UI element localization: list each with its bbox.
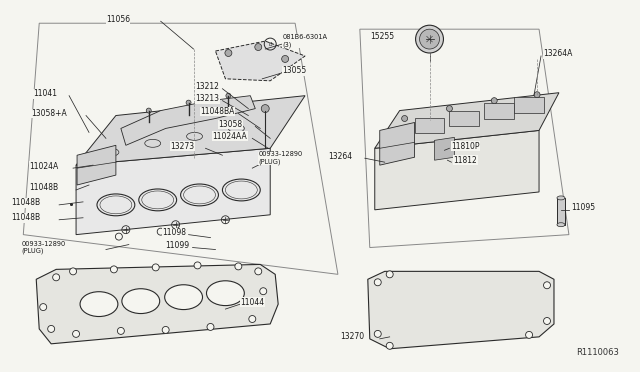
Text: 11041: 11041 — [33, 89, 57, 98]
Ellipse shape — [557, 223, 565, 227]
Text: 11044: 11044 — [241, 298, 264, 307]
Polygon shape — [76, 148, 270, 235]
Ellipse shape — [122, 289, 160, 314]
Circle shape — [534, 92, 540, 98]
Polygon shape — [415, 118, 444, 134]
Ellipse shape — [207, 281, 244, 306]
Polygon shape — [121, 96, 255, 145]
Text: 15255: 15255 — [370, 32, 394, 41]
Text: 11048B: 11048B — [29, 183, 58, 192]
Circle shape — [207, 324, 214, 330]
Circle shape — [235, 263, 242, 270]
Text: 11812: 11812 — [453, 156, 477, 165]
Text: 11048B: 11048B — [12, 213, 40, 222]
Polygon shape — [76, 96, 305, 165]
Circle shape — [186, 100, 191, 105]
Text: 13055: 13055 — [282, 66, 307, 76]
Polygon shape — [368, 271, 554, 349]
Circle shape — [447, 106, 452, 112]
Text: 13264A: 13264A — [543, 49, 572, 58]
Text: 11056: 11056 — [106, 15, 130, 24]
Text: 11024AA: 11024AA — [212, 132, 247, 141]
Circle shape — [226, 93, 231, 98]
Circle shape — [194, 262, 201, 269]
Text: 11048BA: 11048BA — [200, 107, 235, 116]
Text: 00933-12890
(PLUG): 00933-12890 (PLUG) — [21, 241, 65, 254]
Circle shape — [543, 318, 550, 324]
Polygon shape — [435, 137, 454, 160]
Text: 13212: 13212 — [196, 82, 220, 91]
Circle shape — [255, 268, 262, 275]
Text: 11810P: 11810P — [451, 142, 480, 151]
Text: B: B — [268, 42, 272, 46]
Polygon shape — [557, 198, 565, 225]
Circle shape — [261, 105, 269, 113]
Circle shape — [117, 327, 124, 334]
Ellipse shape — [557, 196, 565, 200]
Polygon shape — [380, 122, 415, 165]
Text: 081B6-6301A
(3): 081B6-6301A (3) — [282, 34, 327, 48]
Polygon shape — [484, 103, 514, 119]
Circle shape — [282, 55, 289, 62]
Polygon shape — [375, 131, 539, 210]
Text: 11099: 11099 — [166, 241, 190, 250]
Circle shape — [386, 271, 393, 278]
Circle shape — [415, 25, 444, 53]
Ellipse shape — [164, 285, 202, 310]
Circle shape — [48, 326, 54, 333]
Text: 13273: 13273 — [171, 142, 195, 151]
Text: 11098: 11098 — [163, 228, 187, 237]
Text: R1110063: R1110063 — [576, 348, 619, 357]
Circle shape — [147, 108, 151, 113]
Circle shape — [492, 98, 497, 104]
Circle shape — [402, 116, 408, 122]
Text: 13058: 13058 — [218, 120, 243, 129]
Circle shape — [374, 279, 381, 286]
Ellipse shape — [80, 292, 118, 317]
Polygon shape — [36, 264, 278, 344]
Circle shape — [225, 49, 232, 57]
Circle shape — [374, 330, 381, 337]
Text: 11024A: 11024A — [29, 162, 58, 171]
Circle shape — [111, 266, 117, 273]
Circle shape — [152, 264, 159, 271]
Circle shape — [40, 304, 47, 311]
Text: 11095: 11095 — [571, 203, 595, 212]
Circle shape — [70, 268, 77, 275]
Circle shape — [255, 44, 262, 51]
Polygon shape — [77, 145, 116, 185]
Text: 00933-12890
(PLUG): 00933-12890 (PLUG) — [259, 151, 303, 165]
Polygon shape — [514, 97, 544, 113]
Circle shape — [249, 315, 256, 323]
Circle shape — [543, 282, 550, 289]
Circle shape — [525, 331, 532, 339]
Circle shape — [162, 327, 169, 333]
Text: 13058+A: 13058+A — [31, 109, 67, 118]
Circle shape — [72, 330, 79, 337]
Text: 13264: 13264 — [328, 152, 352, 161]
Circle shape — [260, 288, 267, 295]
Polygon shape — [375, 93, 559, 148]
Text: 13270: 13270 — [340, 332, 364, 341]
Text: 11048B: 11048B — [12, 198, 40, 207]
Circle shape — [420, 29, 440, 49]
Circle shape — [386, 342, 393, 349]
Circle shape — [52, 274, 60, 281]
Text: 13213: 13213 — [196, 94, 220, 103]
Polygon shape — [216, 41, 305, 81]
Polygon shape — [449, 110, 479, 126]
